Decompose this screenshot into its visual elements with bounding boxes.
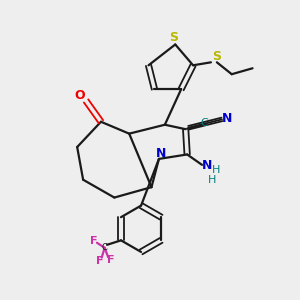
Text: C: C	[102, 243, 108, 252]
Text: N: N	[156, 147, 166, 160]
Text: H: H	[212, 165, 220, 175]
Text: H: H	[208, 175, 217, 185]
Text: S: S	[212, 50, 221, 64]
Text: N: N	[222, 112, 232, 125]
Text: F: F	[90, 236, 97, 246]
Text: N: N	[202, 159, 213, 172]
Text: F: F	[96, 256, 103, 266]
Text: O: O	[75, 88, 86, 101]
Text: C: C	[200, 118, 208, 128]
Text: F: F	[107, 255, 115, 265]
Text: S: S	[169, 32, 178, 44]
